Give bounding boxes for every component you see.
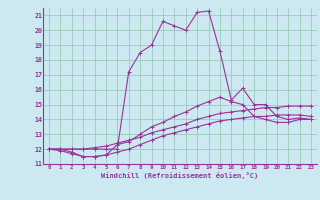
X-axis label: Windchill (Refroidissement éolien,°C): Windchill (Refroidissement éolien,°C) <box>101 172 259 179</box>
